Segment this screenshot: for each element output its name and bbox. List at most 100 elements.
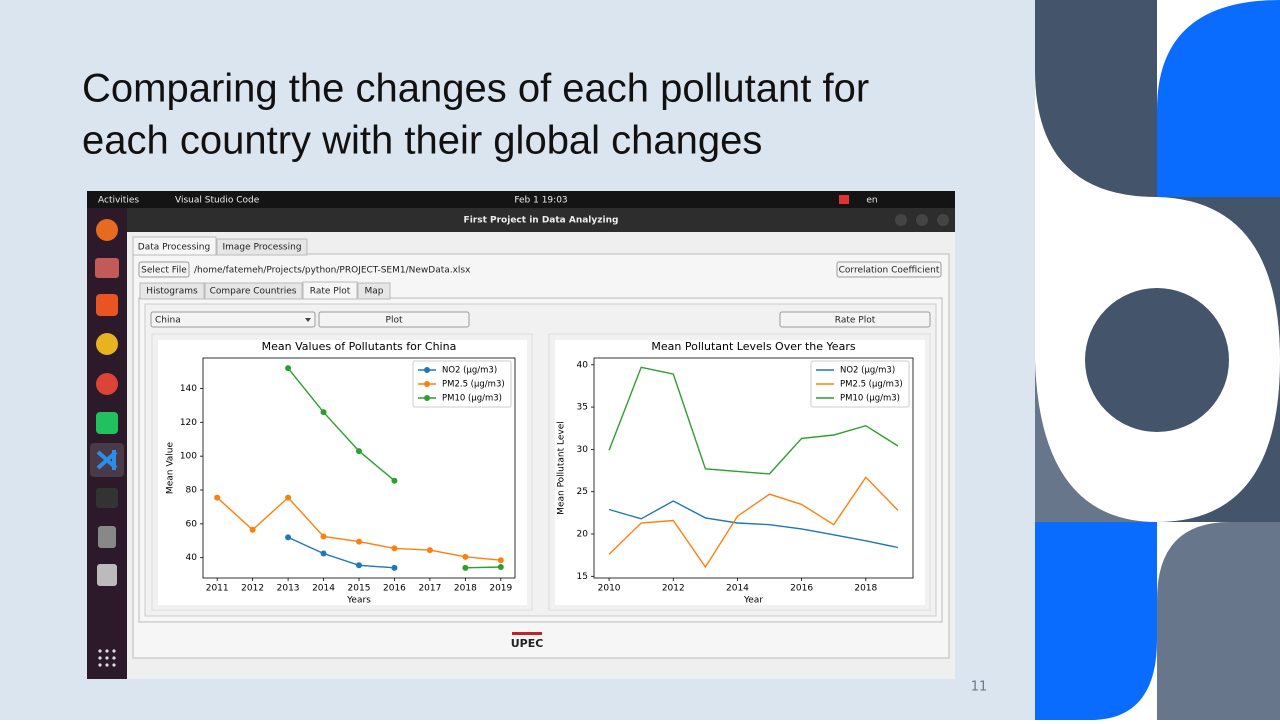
y-tick-label: 40 xyxy=(577,360,589,370)
window-minimize[interactable] xyxy=(895,214,907,226)
window-titlebar xyxy=(127,208,955,232)
point xyxy=(320,533,327,540)
app-name: Visual Studio Code xyxy=(175,196,260,206)
legend-marker xyxy=(424,395,430,401)
y-axis-label: Mean Value xyxy=(166,441,176,494)
slide-title: Comparing the changes of each pollutant … xyxy=(82,67,869,111)
point xyxy=(249,526,256,533)
sub-tab-label: Rate Plot xyxy=(310,287,351,297)
sub-tab[interactable] xyxy=(139,282,205,300)
y-tick-label: 80 xyxy=(186,486,198,496)
tab-label: Data Processing xyxy=(138,243,210,253)
legend-marker xyxy=(424,367,430,373)
x-tick-label: 2013 xyxy=(277,584,300,594)
point xyxy=(497,557,504,564)
dock-icon[interactable] xyxy=(96,373,118,395)
point xyxy=(356,562,362,569)
sub-tab[interactable] xyxy=(204,282,303,300)
point xyxy=(497,564,504,570)
x-tick-label: 2015 xyxy=(348,584,371,594)
dropdown-arrow xyxy=(305,318,311,322)
x-tick-label: 2016 xyxy=(790,584,813,594)
x-tick-label: 2018 xyxy=(454,584,477,594)
chart-title: Mean Values of Pollutants for China xyxy=(262,340,457,353)
tab[interactable] xyxy=(132,236,217,256)
y-tick-label: 35 xyxy=(577,403,588,413)
tab-label: Image Processing xyxy=(222,243,301,253)
dock-icon[interactable] xyxy=(96,412,118,434)
dock-icon[interactable] xyxy=(97,564,117,586)
window-close[interactable] xyxy=(937,214,949,226)
dock-icon[interactable] xyxy=(96,450,118,470)
y-tick-label: 40 xyxy=(186,553,198,563)
y-axis-label: Mean Pollutant Level xyxy=(557,421,567,515)
select-file-button[interactable] xyxy=(138,261,190,278)
button-label: Select File xyxy=(141,266,187,276)
x-tick-label: 2010 xyxy=(598,584,621,594)
point xyxy=(285,494,292,501)
top-bar xyxy=(87,191,955,208)
country-dropdown[interactable] xyxy=(150,311,316,328)
dock-icon[interactable] xyxy=(95,258,119,278)
series-line xyxy=(608,476,899,569)
x-axis-label: Year xyxy=(743,596,763,606)
x-tick-label: 2018 xyxy=(854,584,877,594)
x-tick-label: 2012 xyxy=(241,584,264,594)
sub-tab-label: Compare Countries xyxy=(210,287,297,297)
clock[interactable]: Feb 1 19:03 xyxy=(514,196,567,206)
dock-icon[interactable] xyxy=(96,333,118,355)
plot-button[interactable] xyxy=(318,311,470,328)
point xyxy=(426,547,433,554)
language[interactable]: en xyxy=(866,196,877,206)
dock-icon[interactable] xyxy=(96,294,118,316)
indicator xyxy=(839,195,849,204)
page-number: 11 xyxy=(971,680,988,695)
legend-label: PM10 (µg/m3) xyxy=(840,394,900,404)
dock-icon[interactable] xyxy=(96,219,118,241)
slide-title: each country with their global changes xyxy=(82,119,762,163)
y-tick-label: 20 xyxy=(577,530,589,540)
sub-tab-label: Map xyxy=(365,287,384,297)
window-maximize[interactable] xyxy=(916,214,928,226)
legend-label: PM2.5 (µg/m3) xyxy=(442,380,505,390)
button-label: Plot xyxy=(386,316,403,326)
logo: UPEC xyxy=(511,637,544,650)
sub-tab[interactable] xyxy=(357,282,391,300)
activities[interactable]: Activities xyxy=(98,196,139,206)
decor-shape xyxy=(1035,360,1157,522)
point xyxy=(285,365,292,372)
y-tick-label: 140 xyxy=(180,384,197,394)
y-tick-label: 100 xyxy=(180,452,197,462)
apps-grid[interactable] xyxy=(98,649,116,667)
button-label: Rate Plot xyxy=(835,316,876,326)
file-path: /home/fatemeh/Projects/python/PROJECT-SE… xyxy=(194,266,471,276)
point xyxy=(320,550,327,557)
decor-shape xyxy=(1035,0,1157,197)
legend xyxy=(412,360,512,408)
x-tick-label: 2017 xyxy=(418,584,441,594)
sub-tab-label: Histograms xyxy=(146,287,198,297)
point xyxy=(462,564,469,571)
dropdown-value: China xyxy=(155,316,181,326)
dock-icon[interactable] xyxy=(98,526,116,548)
series-line xyxy=(608,366,899,475)
tab[interactable] xyxy=(216,238,308,256)
decor-shape xyxy=(1157,522,1280,720)
series-line xyxy=(287,536,395,569)
x-tick-label: 2016 xyxy=(383,584,406,594)
rate-plot-button[interactable] xyxy=(779,311,931,328)
x-tick-label: 2014 xyxy=(312,584,335,594)
sub-tab[interactable] xyxy=(302,281,358,300)
dock-icon[interactable] xyxy=(96,488,118,508)
y-tick-label: 15 xyxy=(577,572,588,582)
window-title: First Project in Data Analyzing xyxy=(464,216,619,226)
point xyxy=(391,564,398,571)
x-tick-label: 2014 xyxy=(726,584,749,594)
point xyxy=(356,538,362,545)
legend-marker xyxy=(424,381,430,387)
x-tick-label: 2011 xyxy=(206,584,229,594)
correlation-button[interactable] xyxy=(836,261,942,278)
point xyxy=(391,545,398,552)
